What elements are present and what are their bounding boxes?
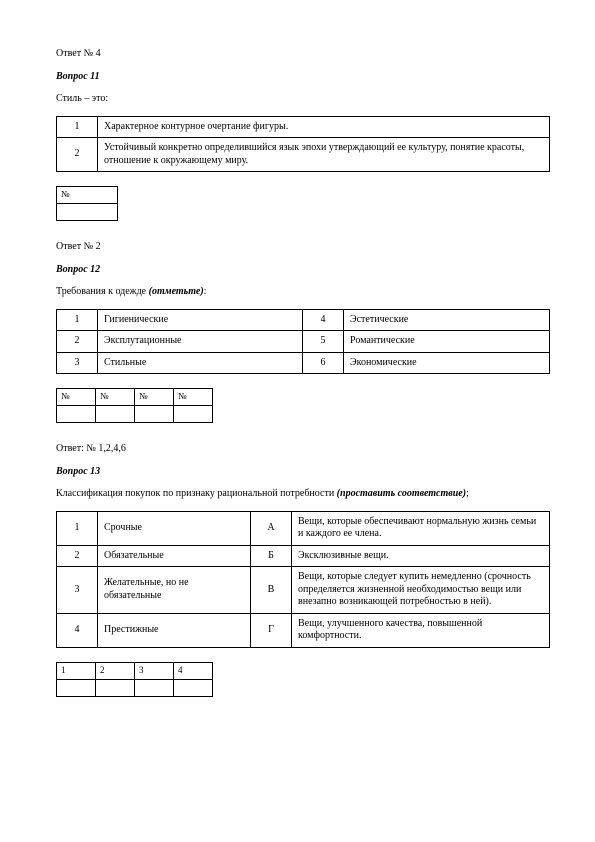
question-prompt: Стиль – это: (56, 93, 551, 106)
answer-entry-box: № № № № (56, 388, 213, 423)
option-text: Вещи, улучшенного качества, повышенной к… (292, 613, 550, 647)
question-heading: Вопрос 11 (56, 71, 551, 84)
option-number: 5 (303, 331, 344, 353)
answer-line: Ответ № 2 (56, 241, 551, 254)
answer-entry-label: № (96, 389, 135, 406)
option-number: 3 (57, 567, 98, 614)
prompt-tail: : (204, 286, 207, 297)
option-number: 2 (57, 545, 98, 567)
table-row: 2 Обязательные Б Эксклюзивные вещи. (57, 545, 550, 567)
answer-entry-cell[interactable] (96, 406, 135, 423)
table-row: 3 Стильные 6 Экономические (57, 352, 550, 374)
answer-entry-cell[interactable] (174, 679, 213, 696)
question-heading: Вопрос 12 (56, 264, 551, 277)
option-number: 6 (303, 352, 344, 374)
option-text: Срочные (98, 511, 251, 545)
answer-entry-cell[interactable] (57, 406, 96, 423)
option-number: 2 (57, 138, 98, 172)
answer-line: Ответ: № 1,2,4,6 (56, 443, 551, 456)
table-row: 4 Престижные Г Вещи, улучшенного качеств… (57, 613, 550, 647)
option-text: Эксклюзивные вещи. (292, 545, 550, 567)
options-table-q13: 1 Срочные А Вещи, которые обеспечивают н… (56, 511, 550, 648)
answer-entry-label: 3 (135, 662, 174, 679)
option-number: 1 (57, 511, 98, 545)
answer-entry-cell[interactable] (135, 679, 174, 696)
option-text: Экономические (344, 352, 550, 374)
answer-entry-label: № (135, 389, 174, 406)
table-row: 1 Гигиенические 4 Эстетические (57, 309, 550, 331)
option-text: Характерное контурное очертание фигуры. (98, 116, 550, 138)
question-prompt: Классификация покупок по признаку рацион… (56, 488, 551, 501)
prompt-text: Требования к одежде (56, 286, 149, 297)
answer-entry-cell[interactable] (57, 679, 96, 696)
option-number: 1 (57, 309, 98, 331)
answer-entry-cell[interactable] (174, 406, 213, 423)
answer-entry-label: 2 (96, 662, 135, 679)
option-text: Обязательные (98, 545, 251, 567)
option-number: 2 (57, 331, 98, 353)
options-table-q12: 1 Гигиенические 4 Эстетические 2 Эксплут… (56, 309, 550, 375)
table-row: 3 Желательные, но не обязательные В Вещи… (57, 567, 550, 614)
prompt-emphasis: (отметьте) (149, 286, 204, 297)
option-number: 1 (57, 116, 98, 138)
option-letter: Г (251, 613, 292, 647)
option-number: 4 (303, 309, 344, 331)
question-heading: Вопрос 13 (56, 466, 551, 479)
option-text: Гигиенические (98, 309, 303, 331)
answer-entry-box: № (56, 186, 118, 221)
option-text: Стильные (98, 352, 303, 374)
option-number: 3 (57, 352, 98, 374)
question-prompt: Требования к одежде (отметьте): (56, 286, 551, 299)
option-text: Романтические (344, 331, 550, 353)
option-text: Вещи, которые следует купить немедленно … (292, 567, 550, 614)
option-number: 4 (57, 613, 98, 647)
options-table-q11: 1 Характерное контурное очертание фигуры… (56, 116, 550, 173)
answer-entry-box: 1 2 3 4 (56, 662, 213, 697)
prompt-text: Классификация покупок по признаку рацион… (56, 488, 337, 499)
answer-entry-label: 4 (174, 662, 213, 679)
table-row: 1 Характерное контурное очертание фигуры… (57, 116, 550, 138)
answer-line: Ответ № 4 (56, 48, 551, 61)
answer-entry-cell[interactable] (135, 406, 174, 423)
answer-entry-cell[interactable] (96, 679, 135, 696)
page: Ответ № 4 Вопрос 11 Стиль – это: 1 Харак… (0, 0, 595, 727)
option-letter: Б (251, 545, 292, 567)
option-text: Престижные (98, 613, 251, 647)
answer-entry-cell[interactable] (57, 204, 118, 221)
prompt-tail: ; (466, 488, 469, 499)
answer-entry-label: № (57, 389, 96, 406)
prompt-emphasis: (проставить соответствие) (337, 488, 466, 499)
table-row: 2 Эксплутационные 5 Романтические (57, 331, 550, 353)
option-letter: В (251, 567, 292, 614)
table-row: 2 Устойчивый конкретно определившийся яз… (57, 138, 550, 172)
option-letter: А (251, 511, 292, 545)
answer-entry-label: № (174, 389, 213, 406)
option-text: Желательные, но не обязательные (98, 567, 251, 614)
answer-entry-label: 1 (57, 662, 96, 679)
option-text: Устойчивый конкретно определившийся язык… (98, 138, 550, 172)
option-text: Эксплутационные (98, 331, 303, 353)
table-row: 1 Срочные А Вещи, которые обеспечивают н… (57, 511, 550, 545)
option-text: Вещи, которые обеспечивают нормальную жи… (292, 511, 550, 545)
answer-entry-label: № (57, 187, 118, 204)
option-text: Эстетические (344, 309, 550, 331)
